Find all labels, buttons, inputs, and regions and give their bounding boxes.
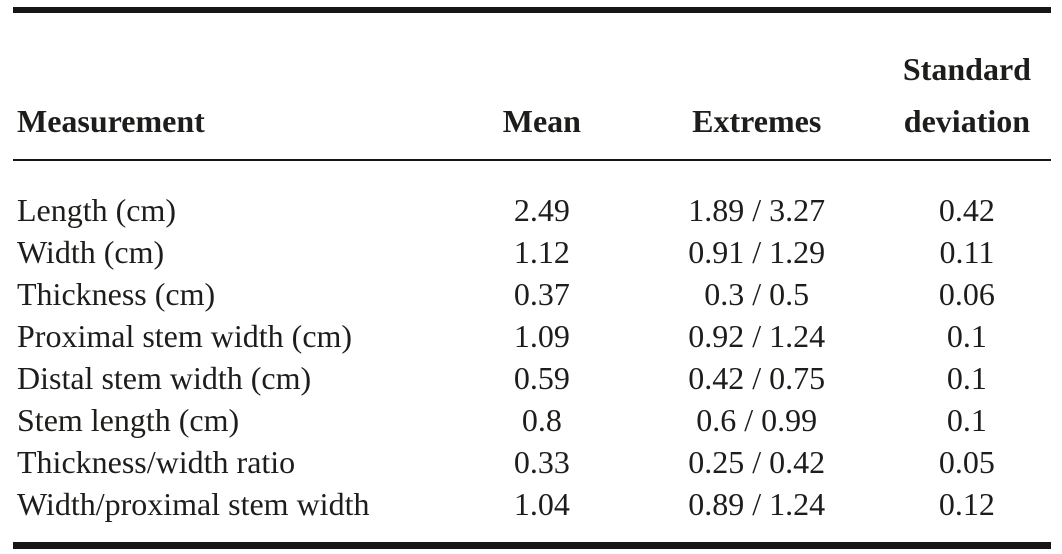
extremes-cell: 0.3 / 0.5 bbox=[704, 276, 810, 312]
column-header-standard-deviation: Standard deviation bbox=[882, 10, 1051, 161]
extremes-cell: 1.89 / 3.27 bbox=[688, 192, 826, 228]
extremes-cell: 0.89 / 1.24 bbox=[688, 486, 826, 522]
column-header-measurement: Measurement bbox=[13, 10, 454, 161]
mean-cell: 1.09 bbox=[513, 318, 570, 354]
mean-cell: 2.49 bbox=[513, 192, 570, 228]
table-row: Distal stem width (cm) 0.59 0.42 / 0.75 … bbox=[13, 357, 1051, 399]
standard-deviation-cell: 0.12 bbox=[938, 486, 995, 522]
mean-cell: 0.59 bbox=[513, 360, 570, 396]
table-row: Width (cm) 1.12 0.91 / 1.29 0.11 bbox=[13, 231, 1051, 273]
standard-deviation-cell: 0.11 bbox=[939, 234, 995, 270]
extremes-cell: 0.42 / 0.75 bbox=[688, 360, 826, 396]
measurement-cell: Distal stem width (cm) bbox=[17, 360, 312, 396]
measurement-cell: Length (cm) bbox=[17, 192, 177, 228]
table-row: Thickness/width ratio 0.33 0.25 / 0.42 0… bbox=[13, 441, 1051, 483]
mean-cell: 0.37 bbox=[513, 276, 570, 312]
table-row: Proximal stem width (cm) 1.09 0.92 / 1.2… bbox=[13, 315, 1051, 357]
mean-cell: 1.12 bbox=[513, 234, 570, 270]
standard-deviation-cell: 0.06 bbox=[938, 276, 995, 312]
measurements-table: Measurement Mean Extremes Standard devia… bbox=[13, 7, 1051, 549]
standard-deviation-cell: 0.1 bbox=[946, 402, 987, 438]
extremes-cell: 0.25 / 0.42 bbox=[688, 444, 826, 480]
table-header: Measurement Mean Extremes Standard devia… bbox=[13, 10, 1051, 161]
extremes-cell: 0.6 / 0.99 bbox=[696, 402, 818, 438]
table-row: Thickness (cm) 0.37 0.3 / 0.5 0.06 bbox=[13, 273, 1051, 315]
measurement-cell: Width (cm) bbox=[17, 234, 165, 270]
table-body: Length (cm) 2.49 1.89 / 3.27 0.42 Width … bbox=[13, 160, 1051, 546]
column-header-extremes: Extremes bbox=[630, 10, 883, 161]
mean-cell: 0.8 bbox=[521, 402, 562, 438]
measurement-cell: Thickness/width ratio bbox=[17, 444, 296, 480]
mean-cell: 1.04 bbox=[513, 486, 570, 522]
measurement-cell: Width/proximal stem width bbox=[17, 486, 370, 522]
table-row: Stem length (cm) 0.8 0.6 / 0.99 0.1 bbox=[13, 399, 1051, 441]
mean-cell: 0.33 bbox=[513, 444, 570, 480]
standard-deviation-cell: 0.1 bbox=[946, 360, 987, 396]
table-header-row: Measurement Mean Extremes Standard devia… bbox=[13, 10, 1051, 161]
standard-deviation-cell: 0.42 bbox=[938, 192, 995, 228]
column-header-mean: Mean bbox=[453, 10, 631, 161]
standard-deviation-cell: 0.05 bbox=[938, 444, 995, 480]
measurement-cell: Stem length (cm) bbox=[17, 402, 240, 438]
measurement-cell: Thickness (cm) bbox=[17, 276, 216, 312]
standard-deviation-cell: 0.1 bbox=[946, 318, 987, 354]
table-row: Width/proximal stem width 1.04 0.89 / 1.… bbox=[13, 483, 1051, 546]
measurements-table-container: Measurement Mean Extremes Standard devia… bbox=[13, 7, 1051, 549]
extremes-cell: 0.92 / 1.24 bbox=[688, 318, 826, 354]
measurement-cell: Proximal stem width (cm) bbox=[17, 318, 353, 354]
table-row: Length (cm) 2.49 1.89 / 3.27 0.42 bbox=[13, 160, 1051, 231]
extremes-cell: 0.91 / 1.29 bbox=[688, 234, 826, 270]
